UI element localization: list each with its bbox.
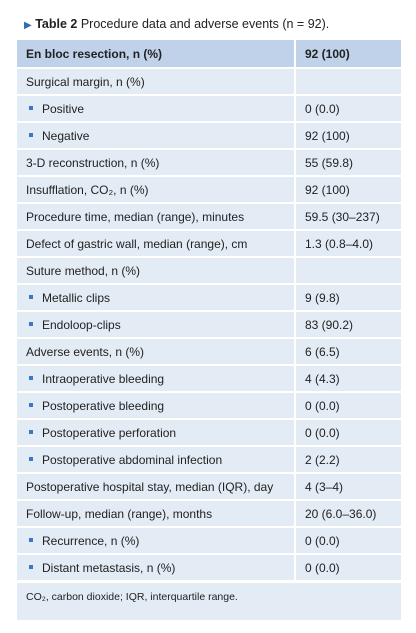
table-title: ▶ Table 2 Procedure data and adverse eve… <box>17 8 401 40</box>
value-cell: 0 (0.0) <box>294 419 401 447</box>
label-cell: Postoperative hospital stay, median (IQR… <box>17 473 295 501</box>
table-caption: Procedure data and adverse events (n = 9… <box>80 17 330 31</box>
table-row: Adverse events, n (%) 6 (6.5) <box>17 338 401 366</box>
label-cell: Intraoperative bleeding <box>17 365 295 393</box>
value-cell: 0 (0.0) <box>294 95 401 123</box>
table-row: Postoperative hospital stay, median (IQR… <box>17 473 401 501</box>
label-text: Endoloop-clips <box>42 317 121 332</box>
label-cell: Defect of gastric wall, median (range), … <box>17 230 295 258</box>
label-text: Postoperative hospital stay, median (IQR… <box>26 479 274 494</box>
label-cell: Suture method, n (%) <box>17 257 295 285</box>
value-cell: 92 (100) <box>294 176 401 204</box>
label-cell: Distant metastasis, n (%) <box>17 554 295 582</box>
value-cell: 1.3 (0.8–4.0) <box>294 230 401 258</box>
value-cell: 55 (59.8) <box>294 149 401 177</box>
label-cell: Negative <box>17 122 295 150</box>
label-cell: Insufflation, CO₂, n (%) <box>17 176 295 204</box>
value-cell: 92 (100) <box>294 122 401 150</box>
label-text: Negative <box>42 128 90 143</box>
table-row: Suture method, n (%) <box>17 257 401 285</box>
bullet <box>29 295 33 300</box>
label-text: Follow-up, median (range), months <box>26 506 213 521</box>
label-cell: Surgical margin, n (%) <box>17 68 295 96</box>
bullet <box>29 538 33 543</box>
table-row: Follow-up, median (range), months 20 (6.0… <box>17 500 401 528</box>
value-cell: 20 (6.0–36.0) <box>294 500 401 528</box>
label-text: Defect of gastric wall, median (range), … <box>26 236 248 251</box>
label-text: Suture method, n (%) <box>26 263 141 278</box>
value-cell: 4 (3–4) <box>294 473 401 501</box>
table-row: Endoloop-clips 83 (90.2) <box>17 311 401 339</box>
value-cell: 4 (4.3) <box>294 365 401 393</box>
table-row: 3-D reconstruction, n (%) 55 (59.8) <box>17 149 401 177</box>
label-text: Intraoperative bleeding <box>42 371 165 386</box>
arrow-icon: ▶ <box>24 20 32 31</box>
value-cell: 83 (90.2) <box>294 311 401 339</box>
footnote: CO₂, carbon dioxide; IQR, interquartile … <box>17 582 401 611</box>
label-text: Procedure time, median (range), minutes <box>26 209 245 224</box>
bullet <box>29 403 33 408</box>
label-text: Recurrence, n (%) <box>42 533 140 548</box>
label-text: Positive <box>42 101 85 116</box>
value-cell: 0 (0.0) <box>294 392 401 420</box>
table-row: Recurrence, n (%) 0 (0.0) <box>17 527 401 555</box>
table-row: Distant metastasis, n (%) 0 (0.0) <box>17 554 401 582</box>
table-row: Procedure time, median (range), minutes 5… <box>17 203 401 231</box>
value-cell <box>294 257 401 285</box>
label-cell: Postoperative abdominal infection <box>17 446 295 474</box>
label-cell: 3-D reconstruction, n (%) <box>17 149 295 177</box>
label-text: Distant metastasis, n (%) <box>42 560 176 575</box>
label-cell: Metallic clips <box>17 284 295 312</box>
table-row: Metallic clips 9 (9.8) <box>17 284 401 312</box>
label-text: Adverse events, n (%) <box>26 344 145 359</box>
table-label: Table 2 <box>35 17 78 31</box>
label-text: Surgical margin, n (%) <box>26 74 145 89</box>
label-cell: Procedure time, median (range), minutes <box>17 203 295 231</box>
table-row: Intraoperative bleeding 4 (4.3) <box>17 365 401 393</box>
table-row: Negative 92 (100) <box>17 122 401 150</box>
bullet <box>29 106 33 111</box>
bullet <box>29 376 33 381</box>
label-text: Postoperative bleeding <box>42 398 165 413</box>
table-row: Postoperative perforation 0 (0.0) <box>17 419 401 447</box>
header-row: En bloc resection, n (%) 92 (100) <box>17 40 401 69</box>
bullet <box>29 133 33 138</box>
label-text: Postoperative perforation <box>42 425 177 440</box>
label-cell: Positive <box>17 95 295 123</box>
label-cell: Adverse events, n (%) <box>17 338 295 366</box>
value-cell: 9 (9.8) <box>294 284 401 312</box>
value-cell: 0 (0.0) <box>294 527 401 555</box>
label-text: Postoperative abdominal infection <box>42 452 223 467</box>
label-cell: Postoperative bleeding <box>17 392 295 420</box>
table-row: Surgical margin, n (%) <box>17 68 401 96</box>
label-cell: Postoperative perforation <box>17 419 295 447</box>
value-cell: 0 (0.0) <box>294 554 401 582</box>
table-row: Postoperative bleeding 0 (0.0) <box>17 392 401 420</box>
value-cell: 59.5 (30–237) <box>294 203 401 231</box>
label-cell: Endoloop-clips <box>17 311 295 339</box>
header-cell: 92 (100) <box>294 40 401 69</box>
label-cell: Recurrence, n (%) <box>17 527 295 555</box>
data-table: En bloc resection, n (%) 92 (100) Surgic… <box>17 40 401 582</box>
table-panel: ▶ Table 2 Procedure data and adverse eve… <box>17 8 401 620</box>
header-cell: En bloc resection, n (%) <box>17 40 295 69</box>
label-text: 3-D reconstruction, n (%) <box>26 155 160 170</box>
bullet <box>29 457 33 462</box>
value-cell: 6 (6.5) <box>294 338 401 366</box>
value-cell: 2 (2.2) <box>294 446 401 474</box>
table-body: En bloc resection, n (%) 92 (100) Surgic… <box>17 40 401 582</box>
label-text: Insufflation, CO₂, n (%) <box>26 182 149 197</box>
bullet <box>29 430 33 435</box>
table-row: Defect of gastric wall, median (range), … <box>17 230 401 258</box>
bullet <box>29 565 33 570</box>
label-text: Metallic clips <box>42 290 111 305</box>
value-cell <box>294 68 401 96</box>
table-row: Postoperative abdominal infection 2 (2.2) <box>17 446 401 474</box>
bullet <box>29 322 33 327</box>
table-row: Insufflation, CO₂, n (%) 92 (100) <box>17 176 401 204</box>
label-cell: Follow-up, median (range), months <box>17 500 295 528</box>
table-row: Positive 0 (0.0) <box>17 95 401 123</box>
